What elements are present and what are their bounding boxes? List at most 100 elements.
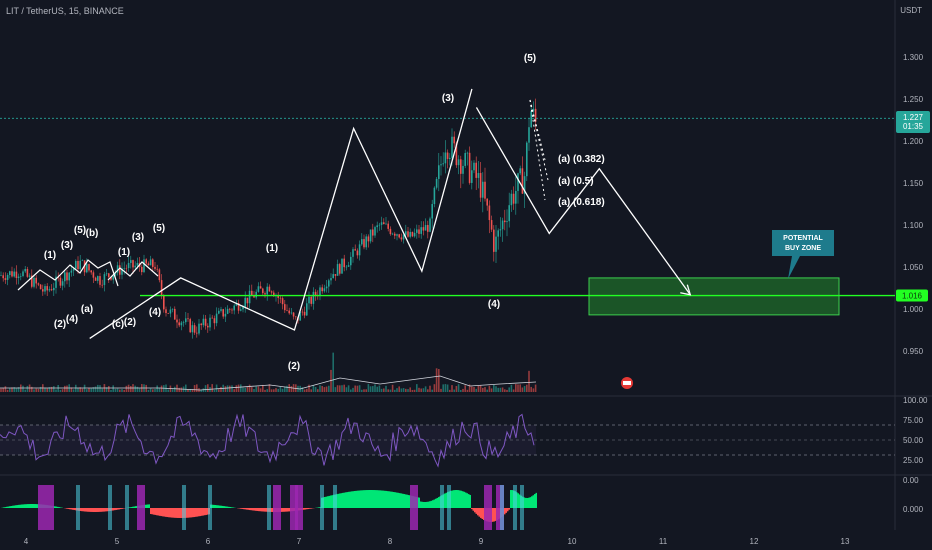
candle-body [193,325,196,333]
oscillator-bar [228,506,230,508]
candle-body [411,231,414,237]
tradingview-flag-icon[interactable] [621,377,633,389]
volume-bar [13,387,15,392]
oscillator-bar [55,506,57,508]
time-tick-label: 5 [115,537,120,546]
buy-zone-callout[interactable]: POTENTIAL BUY ZONE [772,230,834,279]
oscillator-bar [354,490,356,508]
candle-body [143,259,145,273]
oscillator-bar [517,493,519,508]
candle-body [130,260,132,263]
oscillator-bar [510,490,512,508]
candle-body [125,267,128,269]
volume-bar [504,389,506,392]
candle-body [413,232,416,237]
oscillator-bar [451,490,453,508]
candle-body [352,249,354,257]
volume-bar [440,388,442,392]
oscillator-signal-bar [295,485,303,530]
oscillator-bar [31,504,33,508]
oscillator-bar [397,492,399,508]
oscillator-bar [103,508,105,512]
candle-body [154,266,156,269]
elliott-wave-path[interactable] [89,88,473,339]
oscillator-bar [186,508,188,518]
wave-label: (3) [442,93,454,104]
oscillator-bar [376,490,378,508]
volume-bar [86,389,88,392]
volume-bar [523,386,526,392]
volume-bar [237,384,240,392]
candle-body [343,258,345,268]
candle-body [185,318,187,323]
candle-body [380,222,383,225]
volume-bar [180,387,183,392]
candle-body [22,271,24,277]
candle-body [28,275,31,277]
oscillator-bar [250,508,252,511]
oscillator-bar [246,508,248,510]
oscillator-bar [148,504,150,508]
oscillator-bar [249,508,251,511]
candle-body [532,108,535,112]
oscillator-bar [145,504,147,508]
volume-ma-line [0,375,537,391]
candle-body [451,136,453,158]
candle-body [24,269,26,272]
candle-body [55,276,57,288]
volume-bar [26,385,29,392]
oscillator-bar [180,508,182,518]
oscillator-bar [327,496,329,508]
rsi-line[interactable] [0,413,535,468]
oscillator-bar [445,492,447,508]
oscillator-bar [75,508,77,511]
volume-bar [464,385,466,392]
oscillator-bar [324,496,326,508]
candle-body [420,227,422,234]
oscillator-bar [456,490,458,508]
oscillator-bar [309,508,311,509]
oscillator-bar [243,508,245,510]
volume-bar [0,388,2,392]
volume-bar [442,384,444,392]
potential-buy-zone-rect[interactable] [588,277,840,316]
candle-body [398,234,400,238]
candle-body [224,313,227,317]
oscillator-bar [69,508,71,510]
oscillator-bar [531,496,533,508]
oscillator-bar [337,493,339,508]
time-tick-label: 11 [659,537,668,546]
projected-wave-path[interactable] [475,107,691,296]
candle-body [31,275,33,287]
oscillator-bar [283,508,285,512]
oscillator-bar [151,508,153,515]
time-tick-label: 13 [841,537,850,546]
volume-bar [196,384,198,392]
volume-bar [501,387,504,392]
candle-body [506,221,508,223]
oscillator-bar [432,500,434,508]
oscillator-signal-bar [273,485,281,530]
volume-bar [156,385,158,392]
volume-bar [380,388,383,392]
oscillator-bar [198,508,200,517]
volume-bar [405,388,407,392]
oscillator-bar [282,508,284,512]
wave-labels: (1)(3)(5) (b)(1)(3)(5)(2) (4)(a)(c) (2)(4)(… [44,53,536,372]
oscillator-histogram[interactable] [1,485,538,530]
volume-bar [471,386,473,392]
volume-bar [22,385,24,392]
candle-body [68,272,70,281]
volume-bar [215,384,218,392]
oscillator-bar [91,508,93,512]
volume-bar [57,385,59,392]
oscillator-bar [481,508,483,519]
time-tick-label: 12 [750,537,759,546]
volume-bar [361,389,363,392]
candle-body [178,322,180,326]
wave-label: (1) [44,250,56,261]
oscillator-bar [534,494,536,508]
candle-body [90,270,92,273]
price-tick-label: 1.150 [903,179,924,188]
